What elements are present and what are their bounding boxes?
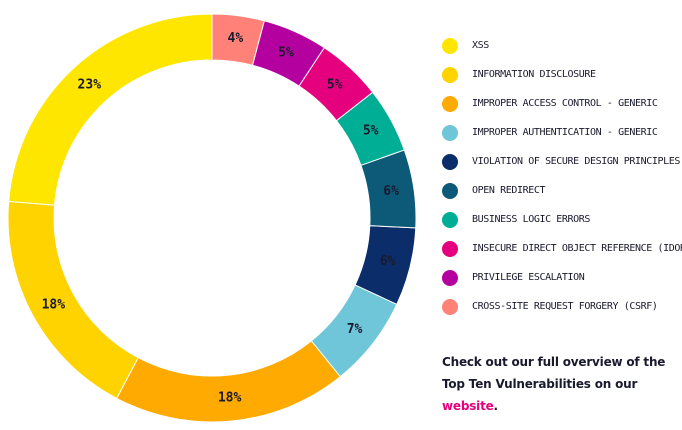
slice-xss (8, 13, 213, 206)
slice-label-open-redirect: 6% (383, 184, 399, 199)
footnote: Check out our full overview of the Top T… (442, 351, 678, 417)
slice-label-information-disclosure: 18% (42, 298, 66, 313)
legend-label: Improper Access Control - Generic (472, 98, 658, 109)
legend-label: Open Redirect (472, 185, 546, 196)
legend-item-open-redirect: Open Redirect (442, 176, 682, 205)
legend: XSS Information Disclosure Improper Access… (442, 31, 682, 321)
footnote-text: Check out our full overview of the Top T… (442, 355, 666, 391)
legend-item-business-logic-errors: Business Logic Errors (442, 205, 682, 234)
slice-label-xss: 23% (78, 77, 102, 92)
legend-label: Insecure Direct Object Reference (IDOR) (472, 243, 682, 254)
slice-label-improper-access-control-generic: 18% (218, 391, 242, 406)
legend-item-insecure-direct-object-reference-idor: Insecure Direct Object Reference (IDOR) (442, 234, 682, 263)
legend-label: Violation of Secure Design Principles (472, 156, 680, 167)
legend-item-improper-authentication-generic: Improper Authentication - Generic (442, 118, 682, 147)
slice-label-cross-site-request-forgery-csrf: 4% (228, 31, 244, 46)
legend-swatch (442, 182, 458, 199)
legend-label: Privilege Escalation (472, 272, 585, 283)
legend-item-privilege-escalation: Privilege Escalation (442, 263, 682, 292)
legend-item-information-disclosure: Information Disclosure (442, 60, 682, 89)
donut-chart: 23% 18% 18% 7% 6% 6% 5% 5% 5% 4% (7, 13, 417, 423)
legend-swatch (442, 124, 458, 141)
legend-swatch (442, 37, 458, 54)
legend-label: Information Disclosure (472, 69, 596, 80)
legend-item-improper-access-control-generic: Improper Access Control - Generic (442, 89, 682, 118)
legend-swatch (442, 211, 458, 228)
legend-swatch (442, 240, 458, 257)
legend-label: Improper Authentication - Generic (472, 127, 658, 138)
legend-item-cross-site-request-forgery-csrf: Cross-Site Request Forgery (CSRF) (442, 292, 682, 321)
website-link[interactable]: website (442, 399, 494, 413)
legend-swatch (442, 95, 458, 112)
slice-improper-access-control-generic (116, 340, 341, 423)
legend-swatch (442, 298, 458, 315)
slice-label-business-logic-errors: 5% (363, 123, 379, 138)
legend-swatch (442, 66, 458, 83)
slice-label-violation-of-secure-design-principles: 6% (380, 254, 396, 269)
legend-label: Cross-Site Request Forgery (CSRF) (472, 301, 658, 312)
slice-label-improper-authentication-generic: 7% (347, 322, 363, 337)
slice-cross-site-request-forgery-csrf (211, 13, 265, 66)
legend-swatch (442, 153, 458, 170)
legend-item-violation-of-secure-design-principles: Violation of Secure Design Principles (442, 147, 682, 176)
donut-slices (7, 13, 417, 423)
legend-swatch (442, 269, 458, 286)
footnote-end: . (493, 399, 499, 413)
slice-label-privilege-escalation: 5% (278, 45, 294, 60)
slice-labels: 23% 18% 18% 7% 6% 6% 5% 5% 5% 4% (42, 31, 399, 406)
legend-item-xss: XSS (442, 31, 682, 60)
legend-label: Business Logic Errors (472, 214, 591, 225)
slice-label-insecure-direct-object-reference-idor: 5% (327, 77, 343, 92)
legend-label: XSS (472, 40, 489, 51)
slice-information-disclosure (7, 200, 139, 400)
